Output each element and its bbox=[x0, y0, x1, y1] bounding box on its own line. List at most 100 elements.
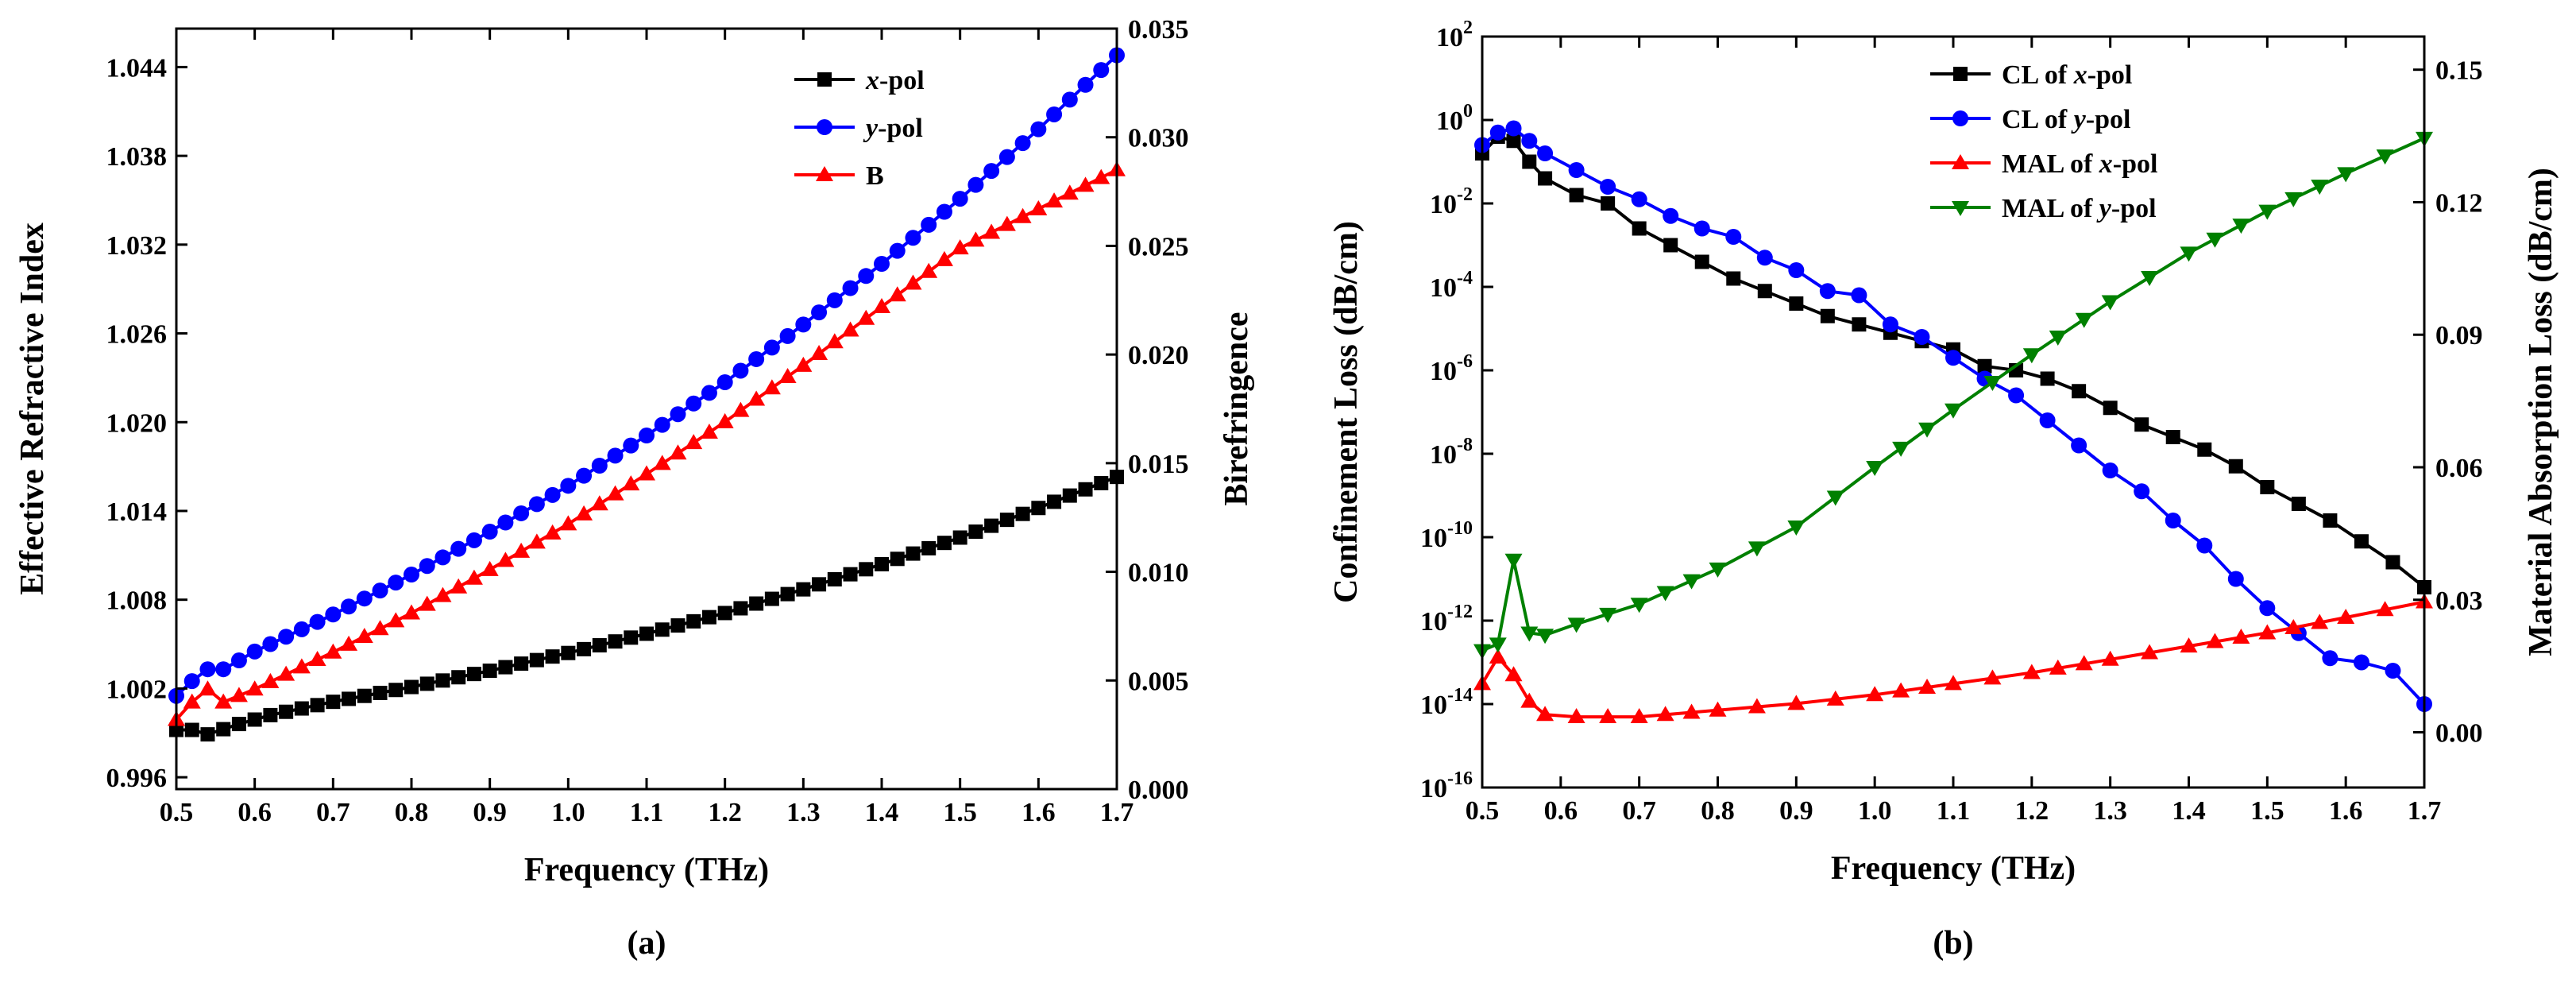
data-point-a-1-7 bbox=[278, 629, 295, 645]
chart-a: 0.5 0.6 0.7 0.8 0.9 1.0 1.1 1.2 1.3 1.4 1.5 1.6 1.70… bbox=[14, 15, 1255, 962]
data-point-b-3-26 bbox=[2232, 219, 2250, 234]
data-point-b-3-5 bbox=[1567, 617, 1585, 633]
data-point-b-0-4 bbox=[1538, 171, 1553, 186]
x-tick-label-a: 1.3 bbox=[786, 798, 821, 827]
data-point-a-2-2 bbox=[199, 680, 217, 696]
data-point-b-3-30 bbox=[2337, 167, 2355, 183]
data-point-a-1-12 bbox=[356, 590, 373, 607]
data-point-a-2-26 bbox=[575, 505, 593, 521]
data-point-a-1-21 bbox=[497, 514, 514, 531]
legend-marker-a-1 bbox=[817, 119, 832, 135]
y2-tick-label-a: 0.015 bbox=[1128, 450, 1189, 479]
data-point-a-2-58 bbox=[1076, 176, 1095, 192]
data-point-a-1-33 bbox=[686, 395, 702, 412]
x-tick-label-b: 0.9 bbox=[1779, 796, 1813, 826]
data-point-b-1-17 bbox=[1945, 350, 1961, 366]
data-point-a-2-22 bbox=[512, 542, 531, 558]
data-point-a-2-54 bbox=[1014, 207, 1032, 223]
data-point-b-3-17 bbox=[1945, 403, 1962, 419]
data-point-a-2-8 bbox=[292, 658, 311, 674]
data-point-a-0-16 bbox=[419, 676, 434, 691]
data-point-a-0-50 bbox=[952, 530, 967, 545]
x-tick-label-b: 0.5 bbox=[1466, 796, 1500, 826]
data-point-a-1-48 bbox=[921, 216, 937, 233]
data-point-a-2-52 bbox=[983, 223, 1001, 239]
data-point-a-1-28 bbox=[607, 447, 624, 464]
y-tick-label-b: 100 bbox=[1436, 101, 1473, 136]
data-point-a-0-34 bbox=[701, 610, 716, 625]
legend-marker-b-2 bbox=[1952, 154, 1969, 169]
data-point-a-2-46 bbox=[888, 286, 906, 302]
data-point-a-2-34 bbox=[700, 424, 718, 439]
data-point-a-2-27 bbox=[590, 495, 608, 511]
data-point-a-0-7 bbox=[279, 704, 294, 719]
data-point-a-1-52 bbox=[983, 163, 1000, 180]
y2-tick-label-a: 0.030 bbox=[1128, 124, 1189, 153]
legend-label-b-2: MAL of x-pol bbox=[2002, 149, 2157, 179]
data-point-a-1-40 bbox=[795, 316, 812, 333]
legend-b: CL of x-pol CL of y-pol MAL of x-pol MAL of… bbox=[1930, 60, 2157, 223]
data-point-b-2-20 bbox=[2049, 659, 2067, 675]
data-point-b-2-2 bbox=[1504, 666, 1523, 682]
data-point-a-1-29 bbox=[623, 437, 639, 454]
data-point-a-0-22 bbox=[514, 656, 529, 671]
legend-marker-b-0 bbox=[1953, 67, 1968, 81]
data-point-a-2-48 bbox=[920, 262, 938, 278]
y-tick-label-a: 1.032 bbox=[106, 231, 168, 261]
legend-label-a-0: x-pol bbox=[865, 66, 925, 95]
legend-marker-b-3 bbox=[1952, 201, 1969, 216]
data-point-a-2-38 bbox=[763, 379, 781, 395]
data-point-b-0-13 bbox=[1820, 308, 1835, 323]
data-point-a-0-19 bbox=[466, 667, 481, 682]
data-point-b-0-18 bbox=[1977, 358, 1992, 373]
data-point-b-1-10 bbox=[1725, 229, 1742, 245]
data-point-b-2-31 bbox=[2376, 601, 2394, 617]
data-point-b-0-31 bbox=[2385, 555, 2400, 570]
y2-tick-label-b: 0.15 bbox=[2435, 56, 2483, 86]
data-point-b-3-1 bbox=[1489, 637, 1507, 653]
x-tick-label-a: 0.8 bbox=[395, 798, 429, 827]
data-point-b-1-26 bbox=[2227, 571, 2244, 587]
data-point-a-1-55 bbox=[1030, 121, 1047, 137]
data-point-b-3-27 bbox=[2258, 204, 2277, 220]
data-point-a-0-14 bbox=[388, 683, 404, 698]
data-point-b-2-8 bbox=[1656, 706, 1674, 722]
x-tick-label-b: 1.7 bbox=[2408, 796, 2442, 826]
y-tick-label-b: 10-4 bbox=[1430, 268, 1473, 303]
y-axis-label-a: Effective Refractive Index bbox=[14, 223, 51, 595]
data-point-a-0-58 bbox=[1078, 482, 1093, 497]
data-point-a-0-49 bbox=[937, 536, 952, 551]
data-point-b-1-19 bbox=[2008, 387, 2025, 404]
data-point-a-0-18 bbox=[451, 670, 466, 685]
data-point-b-2-23 bbox=[2141, 644, 2159, 660]
data-point-a-1-54 bbox=[1014, 135, 1031, 152]
y2-axis-label-b: Material Absorption Loss (dB/cm) bbox=[2523, 168, 2559, 656]
y-tick-label-a: 1.014 bbox=[106, 497, 168, 527]
data-point-a-0-27 bbox=[592, 638, 607, 653]
data-point-a-2-23 bbox=[527, 533, 546, 549]
x-tick-label-a: 1.4 bbox=[865, 798, 899, 827]
data-point-a-0-25 bbox=[561, 645, 576, 660]
data-point-a-2-47 bbox=[904, 274, 922, 290]
data-point-a-0-9 bbox=[310, 698, 325, 713]
data-point-a-0-48 bbox=[921, 540, 937, 555]
data-point-a-0-59 bbox=[1094, 475, 1109, 490]
data-point-b-1-16 bbox=[1914, 329, 1930, 345]
data-point-a-2-6 bbox=[261, 672, 280, 688]
data-point-a-2-19 bbox=[465, 569, 483, 585]
data-point-a-2-15 bbox=[403, 604, 420, 620]
data-point-a-0-32 bbox=[670, 618, 686, 633]
data-point-a-1-18 bbox=[450, 540, 467, 557]
data-point-a-1-45 bbox=[874, 256, 890, 273]
data-point-a-1-32 bbox=[670, 406, 686, 423]
data-point-b-1-7 bbox=[1631, 191, 1647, 207]
data-point-b-3-31 bbox=[2376, 149, 2394, 165]
data-point-a-2-4 bbox=[230, 687, 248, 702]
data-point-a-1-25 bbox=[560, 478, 577, 494]
data-point-a-1-19 bbox=[465, 532, 482, 548]
chart-b: 0.5 0.6 0.7 0.8 0.9 1.0 1.1 1.2 1.3 1.4 1.5 1.6 1.7 1… bbox=[1328, 17, 2559, 962]
data-point-a-1-57 bbox=[1061, 91, 1078, 108]
data-point-a-1-36 bbox=[732, 362, 749, 379]
data-point-b-3-11 bbox=[1748, 541, 1766, 557]
data-point-a-0-52 bbox=[984, 518, 999, 533]
